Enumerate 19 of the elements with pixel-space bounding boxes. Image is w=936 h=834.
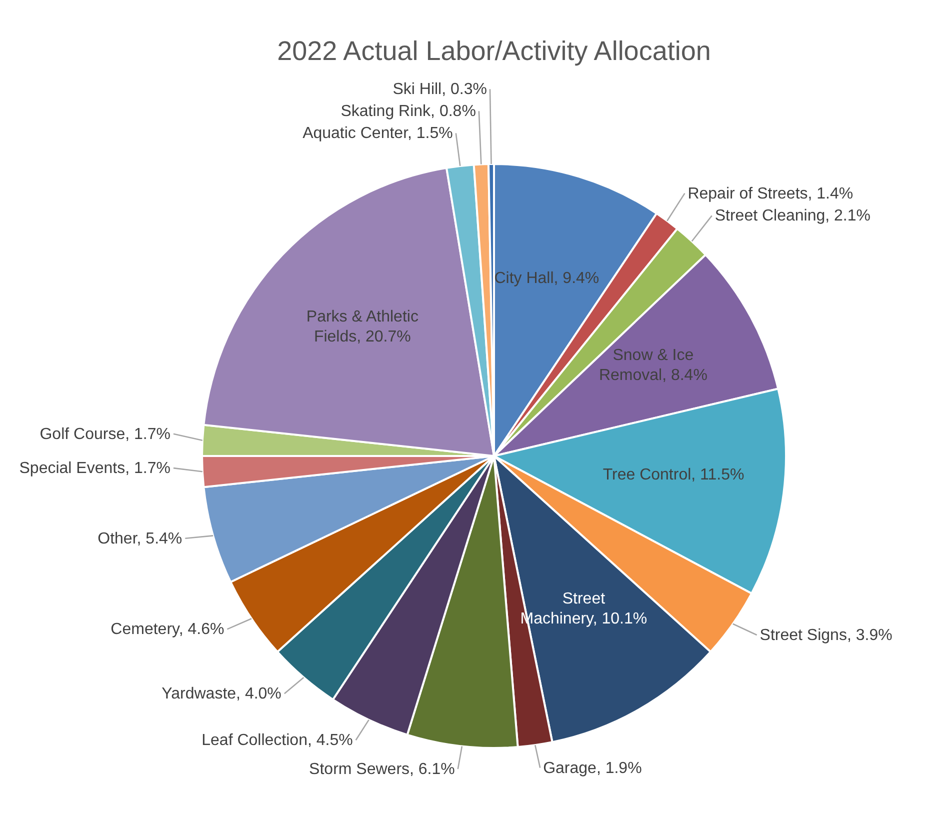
slice-label: Storm Sewers, 6.1% xyxy=(309,761,455,778)
slice-label: Special Events, 1.7% xyxy=(19,460,170,478)
slice-label: Snow & Ice Removal, 8.4% xyxy=(598,346,708,384)
slice-label: Skating Rink, 0.8% xyxy=(340,103,476,120)
slice-label: Aquatic Center, 1.5% xyxy=(302,125,453,142)
slice-label: Leaf Collection, 4.5% xyxy=(202,732,353,750)
slice-label: Tree Control, 11.5% xyxy=(602,466,744,484)
slice-label: Garage, 1.9% xyxy=(543,760,642,777)
slice-label: Ski Hill, 0.3% xyxy=(392,81,487,98)
slice-label: Golf Course, 1.7% xyxy=(40,426,170,443)
slice-label: Repair of Streets, 1.4% xyxy=(688,185,854,202)
slice-label: Other, 5.4% xyxy=(98,530,182,548)
slice-label: Yardwaste, 4.0% xyxy=(162,686,282,703)
chart-title: 2022 Actual Labor/Activity Allocation xyxy=(277,36,711,66)
slice-label: Parks & Athletic Fields, 20.7% xyxy=(306,308,418,346)
slice-label: Cemetery, 4.6% xyxy=(110,621,224,638)
slice-label: City Hall, 9.4% xyxy=(494,270,600,287)
slice-label: Street Cleaning, 2.1% xyxy=(714,208,871,225)
slice-label: Street Signs, 3.9% xyxy=(760,627,892,644)
